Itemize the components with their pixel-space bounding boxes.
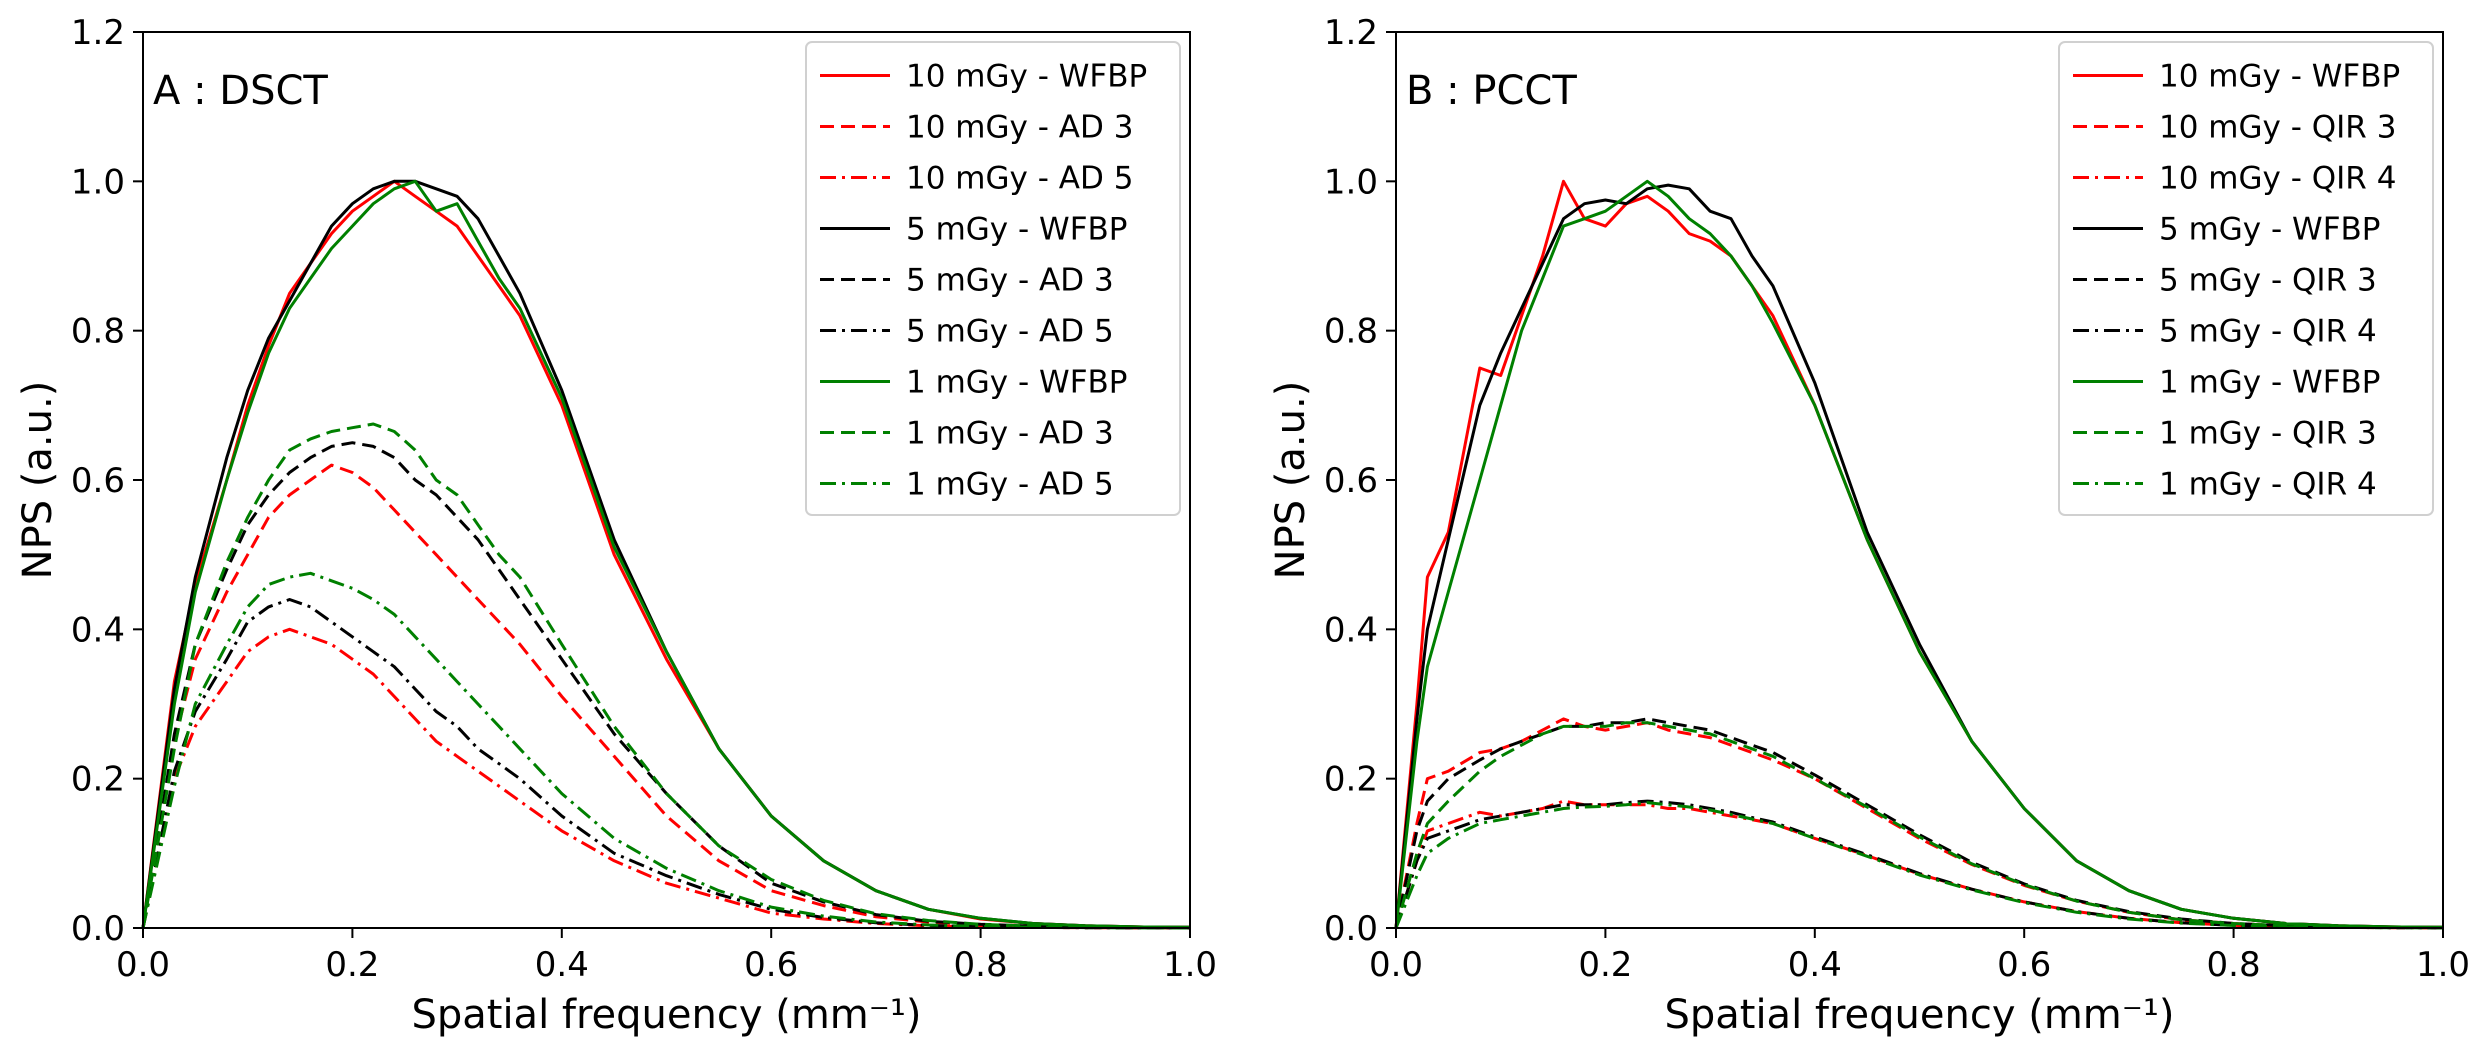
y-tick-label-b-5: 1.0 (1324, 162, 1378, 202)
y-tick-label-a-3: 0.6 (71, 461, 125, 501)
y-tick-label-a-1: 0.2 (71, 760, 125, 800)
series-line-a-9 (141, 571, 1190, 930)
panel-title-b: B : PCCT (1406, 68, 1577, 114)
series-line-b-6 (1394, 799, 2444, 930)
y-tick-label-a-6: 1.2 (71, 13, 125, 53)
x-axis-label-b: Spatial frequency (mm⁻¹) (1664, 992, 2174, 1038)
legend-label-b-3: 10 mGy - QIR 4 (2159, 161, 2396, 197)
series-line-b-3 (1394, 799, 2444, 930)
y-tick-label-a-0: 0.0 (71, 909, 125, 949)
x-tick-label-a-2: 0.4 (535, 945, 589, 985)
legend-label-a-9: 1 mGy - AD 5 (906, 467, 1114, 503)
legend-label-b-6: 5 mGy - QIR 4 (2159, 314, 2377, 350)
y-tick-label-a-5: 1.0 (71, 162, 125, 202)
legend-label-b-2: 10 mGy - QIR 3 (2159, 110, 2396, 146)
legend-box-a (805, 41, 1181, 516)
legend-label-b-9: 1 mGy - QIR 4 (2159, 467, 2377, 503)
y-tick-label-b-1: 0.2 (1324, 760, 1378, 800)
x-tick-label-a-5: 1.0 (1163, 945, 1217, 985)
x-tick-label-a-3: 0.6 (744, 945, 798, 985)
series-line-b-2 (1394, 717, 2444, 930)
legend-label-b-4: 5 mGy - WFBP (2159, 212, 2380, 248)
x-tick-label-b-0: 0.0 (1369, 945, 1423, 985)
y-axis-label-b: NPS (a.u.) (1268, 381, 1314, 580)
legend-label-b-7: 1 mGy - WFBP (2159, 365, 2380, 401)
x-tick-label-a-4: 0.8 (954, 945, 1008, 985)
x-axis-label-a: Spatial frequency (mm⁻¹) (411, 992, 921, 1038)
x-tick-label-b-5: 1.0 (2416, 945, 2470, 985)
legend-label-b-5: 5 mGy - QIR 3 (2159, 263, 2377, 299)
x-tick-label-b-1: 0.2 (1578, 945, 1632, 985)
y-tick-label-b-0: 0.0 (1324, 909, 1378, 949)
y-tick-label-a-2: 0.4 (71, 610, 125, 650)
series-line-b-9 (1394, 801, 2444, 930)
x-tick-label-a-1: 0.2 (325, 945, 379, 985)
legend-label-a-3: 10 mGy - AD 5 (906, 161, 1133, 197)
legend-label-a-1: 10 mGy - WFBP (906, 59, 1147, 95)
legend-box-b (2058, 41, 2434, 516)
legend-label-a-4: 5 mGy - WFBP (906, 212, 1127, 248)
legend-label-a-8: 1 mGy - AD 3 (906, 416, 1114, 452)
series-line-a-7 (141, 179, 1191, 929)
x-tick-label-b-2: 0.4 (1788, 945, 1842, 985)
y-tick-label-b-2: 0.4 (1324, 610, 1378, 650)
series-line-a-3 (141, 627, 1190, 930)
legend-label-a-5: 5 mGy - AD 3 (906, 263, 1114, 299)
legend-label-a-6: 5 mGy - AD 5 (906, 314, 1114, 350)
series-line-a-8 (141, 422, 1191, 930)
x-tick-label-b-4: 0.8 (2207, 945, 2261, 985)
series-line-a-6 (141, 598, 1190, 930)
panel-title-a: A : DSCT (153, 68, 328, 114)
series-line-b-7 (1394, 179, 2444, 929)
legend-label-a-7: 1 mGy - WFBP (906, 365, 1127, 401)
y-tick-label-a-4: 0.8 (71, 312, 125, 352)
series-line-b-5 (1394, 717, 2444, 930)
x-tick-label-b-3: 0.6 (1997, 945, 2051, 985)
y-tick-label-b-6: 1.2 (1324, 13, 1378, 53)
legend-label-a-2: 10 mGy - AD 3 (906, 110, 1133, 146)
series-line-b-8 (1394, 721, 2444, 930)
y-tick-label-b-4: 0.8 (1324, 312, 1378, 352)
y-axis-label-a: NPS (a.u.) (15, 381, 61, 580)
legend-label-b-8: 1 mGy - QIR 3 (2159, 416, 2377, 452)
y-tick-label-b-3: 0.6 (1324, 461, 1378, 501)
series-line-a-2 (141, 463, 1191, 930)
x-tick-label-a-0: 0.0 (116, 945, 170, 985)
legend-label-b-1: 10 mGy - WFBP (2159, 59, 2400, 95)
